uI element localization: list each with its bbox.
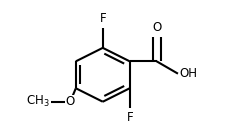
Text: CH$_3$: CH$_3$: [26, 94, 50, 109]
Text: F: F: [99, 12, 106, 25]
Text: F: F: [126, 111, 133, 124]
Text: O: O: [152, 21, 161, 34]
Text: OH: OH: [179, 67, 197, 80]
Text: O: O: [65, 95, 75, 108]
